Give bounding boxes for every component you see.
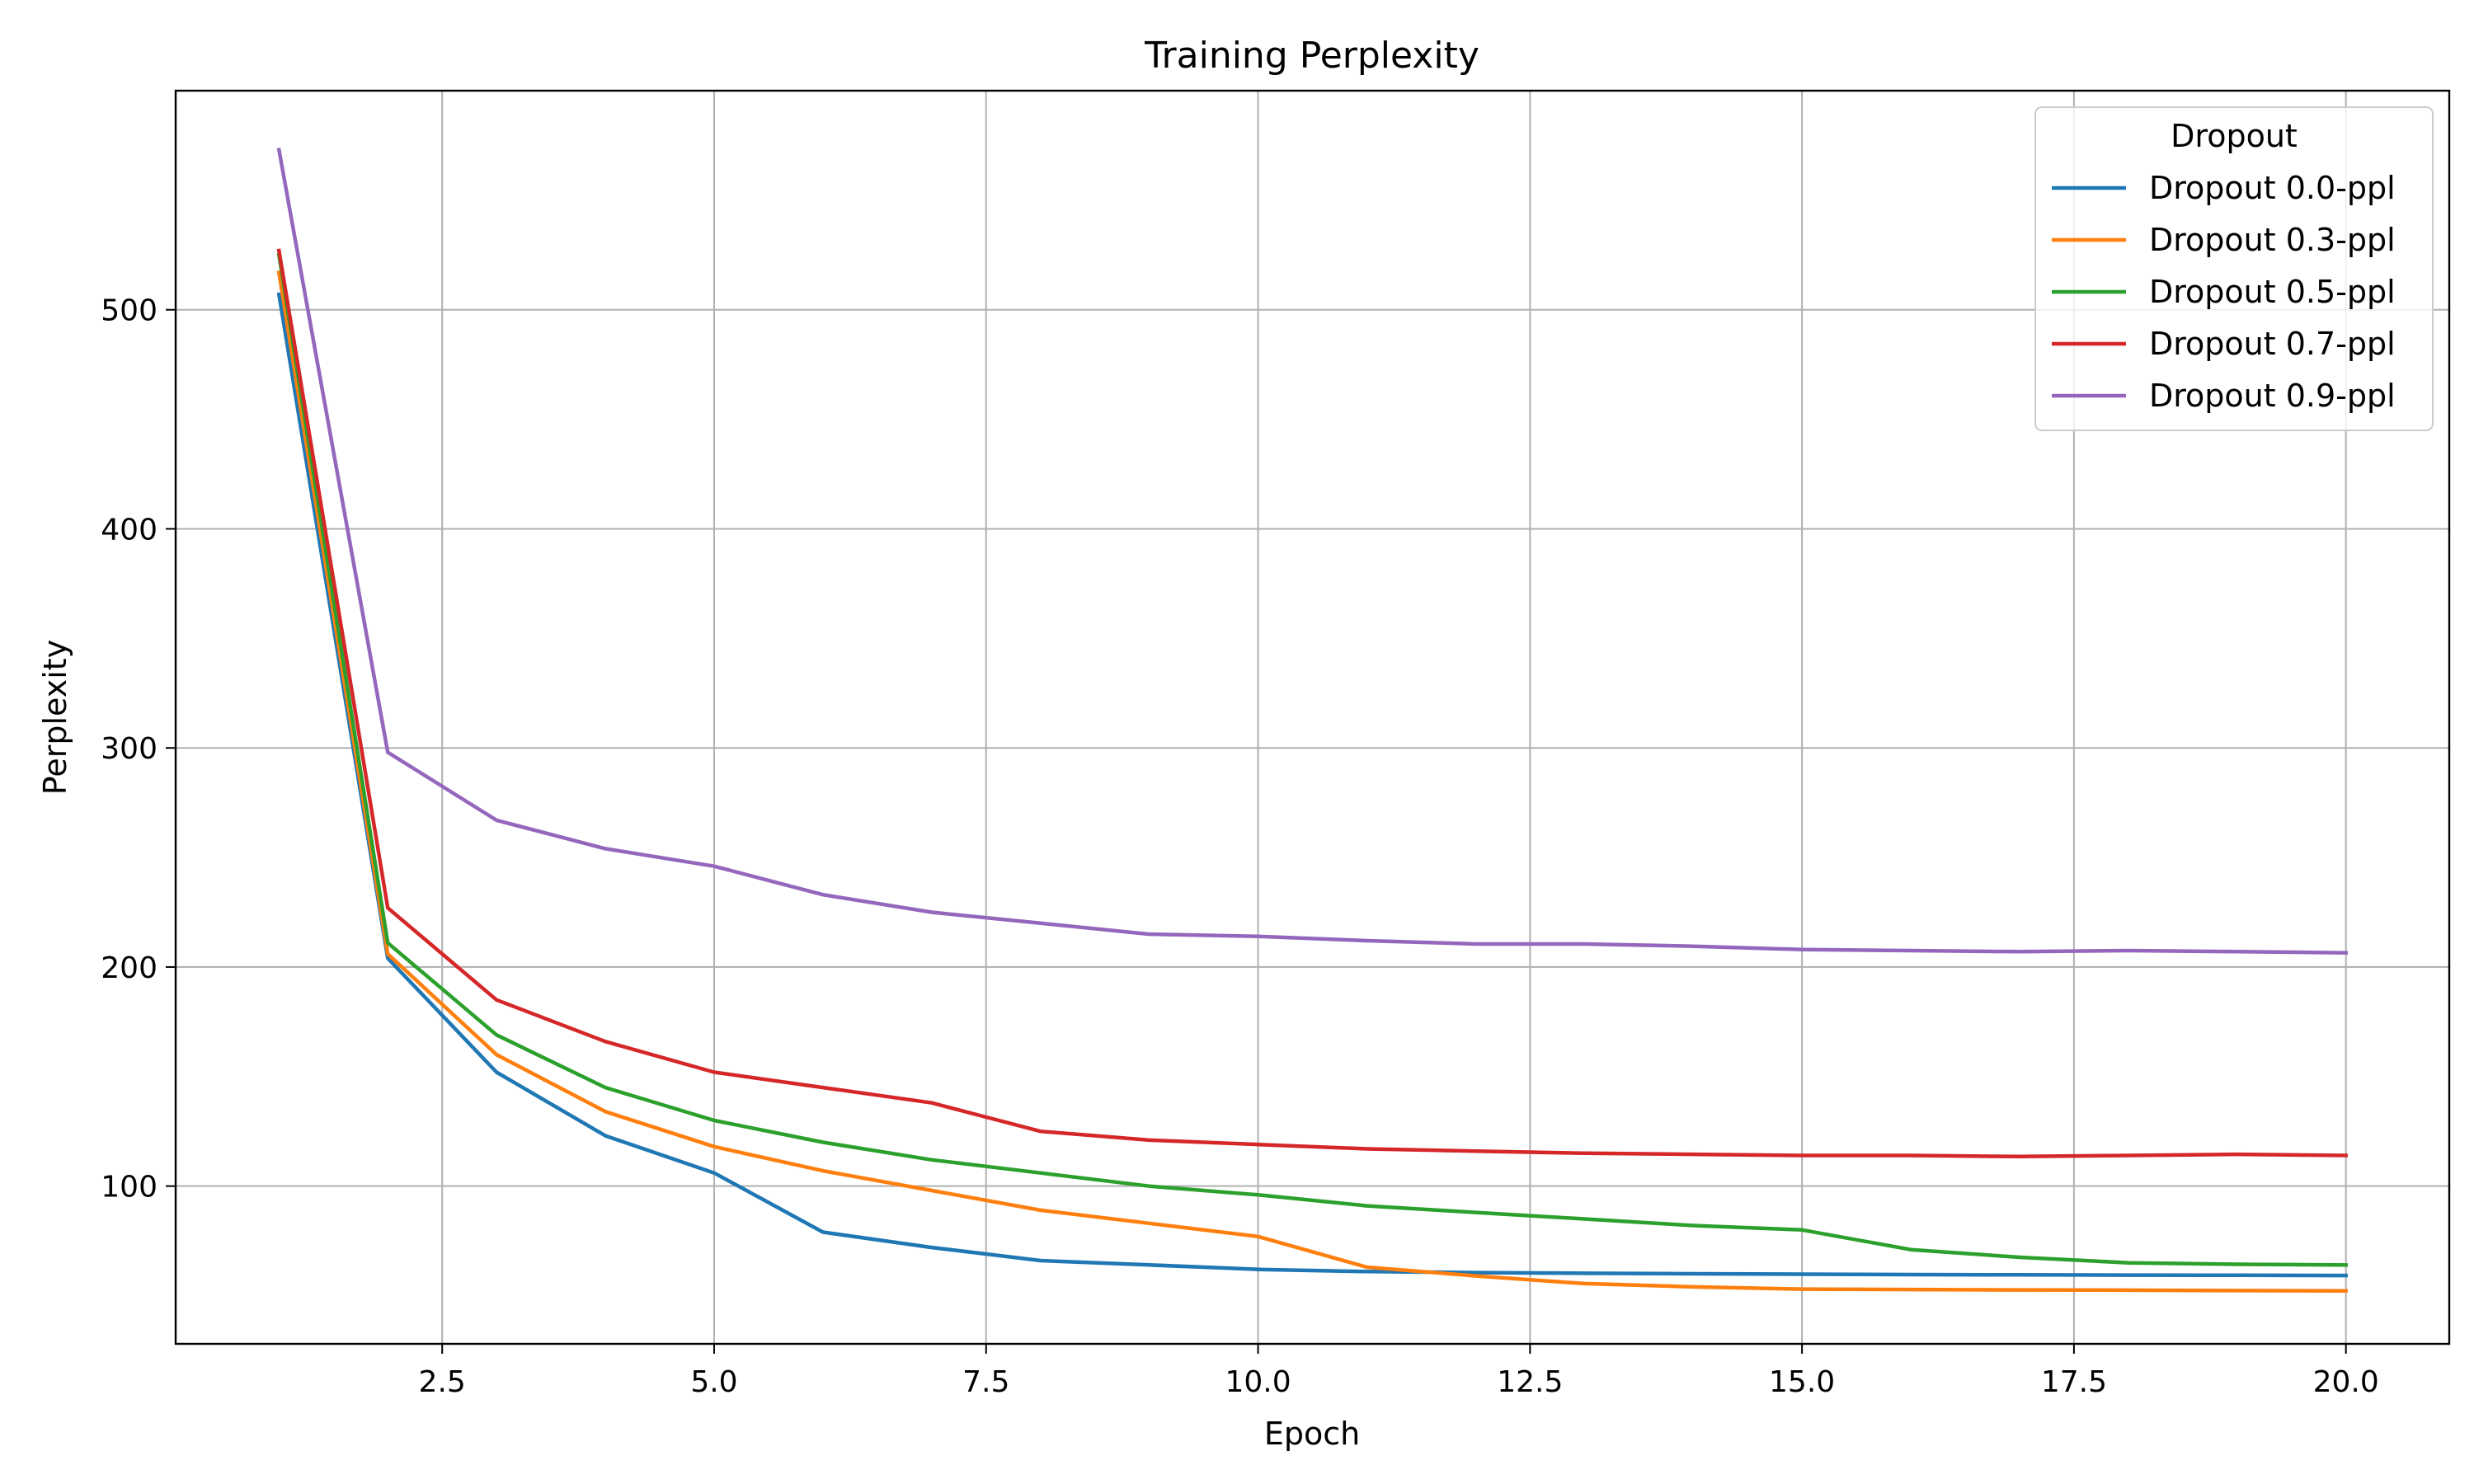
series-lines [276,148,2348,1293]
legend-label-5: Dropout 0.9-ppl [2149,378,2396,414]
grid-lines [176,91,2449,1344]
x-tick-label: 5.0 [690,1365,737,1399]
y-axis-label: Perplexity [37,640,73,795]
y-tick-label: 500 [101,294,158,328]
chart-title: Training Perplexity [1144,35,1479,77]
x-tick-label: 20.0 [2313,1365,2379,1399]
legend-label-3: Dropout 0.5-ppl [2149,274,2396,310]
y-tick-label: 400 [101,513,158,547]
x-axis-ticks: 2.5 5.0 7.5 10.0 12.5 15.0 17.5 20.0 [419,1344,2379,1399]
legend-label-2: Dropout 0.3-ppl [2149,222,2396,258]
x-tick-label: 2.5 [419,1365,466,1399]
x-tick-label: 12.5 [1497,1365,1563,1399]
legend-label-1: Dropout 0.0-ppl [2149,170,2396,206]
series-line-4 [276,248,2348,1159]
plot-frame [174,89,2451,1345]
y-axis-ticks: 100 200 300 400 500 [101,294,176,1205]
x-axis-label: Epoch [1264,1416,1360,1452]
series-line-2 [276,270,2348,1293]
x-tick-label: 17.5 [2041,1365,2107,1399]
legend-label-4: Dropout 0.7-ppl [2149,326,2396,362]
x-tick-label: 15.0 [1769,1365,1835,1399]
series-line-3 [276,252,2348,1267]
series-line-1 [276,292,2348,1278]
legend-items: Dropout 0.0-ppl Dropout 0.3-ppl Dropout 0.… [2052,170,2396,414]
y-tick-label: 300 [101,732,158,766]
x-tick-label: 7.5 [962,1365,1009,1399]
legend-title: Dropout [2171,118,2298,154]
series-line-5 [276,148,2348,955]
y-tick-label: 200 [101,951,158,985]
x-tick-label: 10.0 [1225,1365,1291,1399]
y-tick-label: 100 [101,1171,158,1205]
legend-box [2034,106,2434,431]
